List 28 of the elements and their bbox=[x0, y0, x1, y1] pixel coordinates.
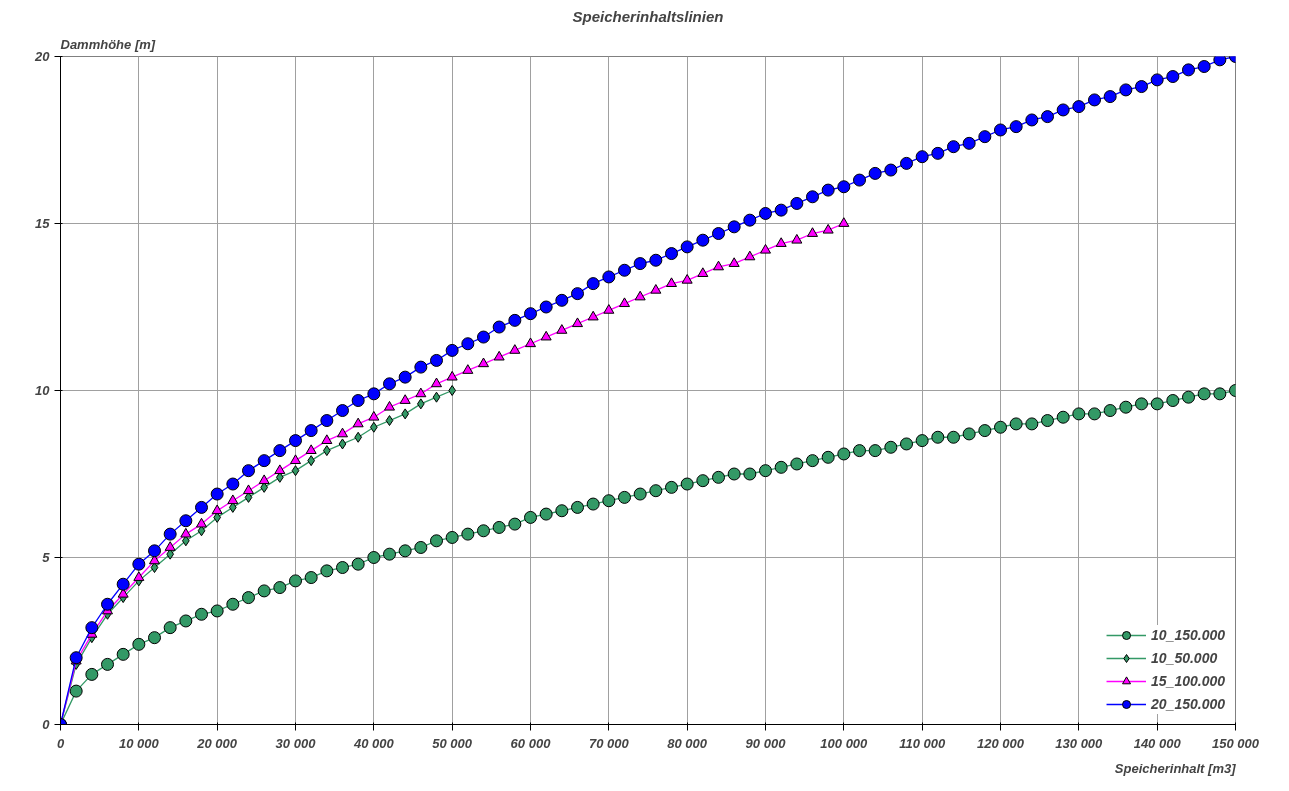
x-tick-label: 0 bbox=[56, 735, 65, 751]
x-tick-label: 20 000 bbox=[196, 735, 238, 751]
legend-label: 20_150.000 bbox=[1151, 696, 1225, 712]
x-tick-label: 120 000 bbox=[977, 735, 1025, 751]
y-tick-label: 5 bbox=[42, 550, 51, 565]
legend-label: 15_100.000 bbox=[1151, 673, 1225, 689]
legend-label: 10_150.000 bbox=[1151, 627, 1225, 643]
x-tick-label: 130 000 bbox=[1055, 735, 1104, 751]
x-tick-label: 10 000 bbox=[118, 735, 160, 751]
y-tick-label: 10 bbox=[35, 383, 51, 398]
x-tick-label: 90 000 bbox=[745, 735, 787, 751]
x-tick-label: 100 000 bbox=[820, 735, 869, 751]
x-tick-label: 40 000 bbox=[352, 735, 395, 751]
y-tick-label: 20 bbox=[34, 49, 51, 64]
x-tick-label: 140 000 bbox=[1133, 735, 1182, 751]
chart-title: Speicherinhaltslinien bbox=[572, 7, 724, 25]
x-tick-label: 110 000 bbox=[899, 735, 946, 751]
legend-label: 10_50.000 bbox=[1151, 650, 1218, 666]
x-tick-label: 60 000 bbox=[510, 735, 552, 751]
x-tick-label: 50 000 bbox=[432, 735, 473, 751]
y-tick-label: 15 bbox=[35, 216, 51, 231]
y-tick-label: 0 bbox=[42, 717, 51, 732]
y-axis-title: Dammhöhe [m] bbox=[60, 36, 156, 52]
x-tick-label: 30 000 bbox=[275, 735, 317, 751]
x-tick-label: 70 000 bbox=[588, 735, 630, 751]
x-tick-label: 80 000 bbox=[667, 735, 708, 751]
x-tick-label: 150 000 bbox=[1212, 735, 1260, 751]
x-axis-title: Speicherinhalt [m3] bbox=[1114, 760, 1237, 776]
